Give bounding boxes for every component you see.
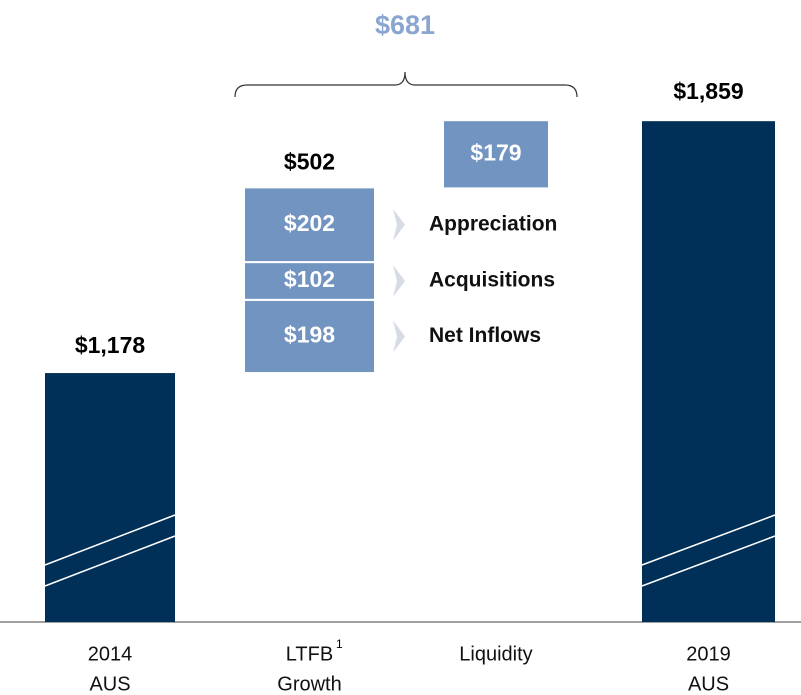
legend-label: Acquisitions bbox=[429, 269, 555, 292]
bar-segment bbox=[243, 186, 376, 264]
bracket bbox=[234, 71, 578, 98]
axis-break bbox=[44, 535, 176, 587]
x-tick-label: AUS bbox=[688, 673, 729, 695]
axis-break bbox=[641, 514, 776, 566]
legend-label: Net Inflows bbox=[429, 324, 541, 347]
value-label: $179 bbox=[470, 139, 521, 165]
bar-segment bbox=[243, 298, 376, 375]
value-label: $1,178 bbox=[75, 332, 146, 358]
x-tick-label: 2014 bbox=[88, 643, 133, 665]
value-label: $198 bbox=[284, 322, 335, 348]
total-label: $502 bbox=[284, 148, 335, 174]
chevron bbox=[393, 264, 405, 297]
value-label: $102 bbox=[284, 266, 335, 292]
x-tick-label: Liquidity bbox=[459, 643, 532, 665]
value-label: $1,859 bbox=[673, 78, 743, 104]
value-label: $202 bbox=[284, 210, 335, 236]
axis-break bbox=[44, 514, 176, 566]
bar bbox=[642, 121, 775, 622]
bar-segment bbox=[243, 261, 376, 301]
bar bbox=[444, 121, 548, 188]
chevron bbox=[393, 208, 405, 241]
legend-label: Appreciation bbox=[429, 212, 557, 235]
x-tick-label: AUS bbox=[89, 673, 130, 695]
x-tick-label: LTFB bbox=[286, 643, 333, 665]
footnote-mark: 1 bbox=[336, 637, 343, 651]
x-tick-label: Growth bbox=[277, 673, 341, 695]
chevron bbox=[393, 320, 405, 353]
bar bbox=[45, 373, 175, 622]
axis-break bbox=[641, 535, 776, 587]
chart-title: $681 bbox=[375, 10, 435, 40]
x-tick-label: 2019 bbox=[686, 643, 731, 665]
